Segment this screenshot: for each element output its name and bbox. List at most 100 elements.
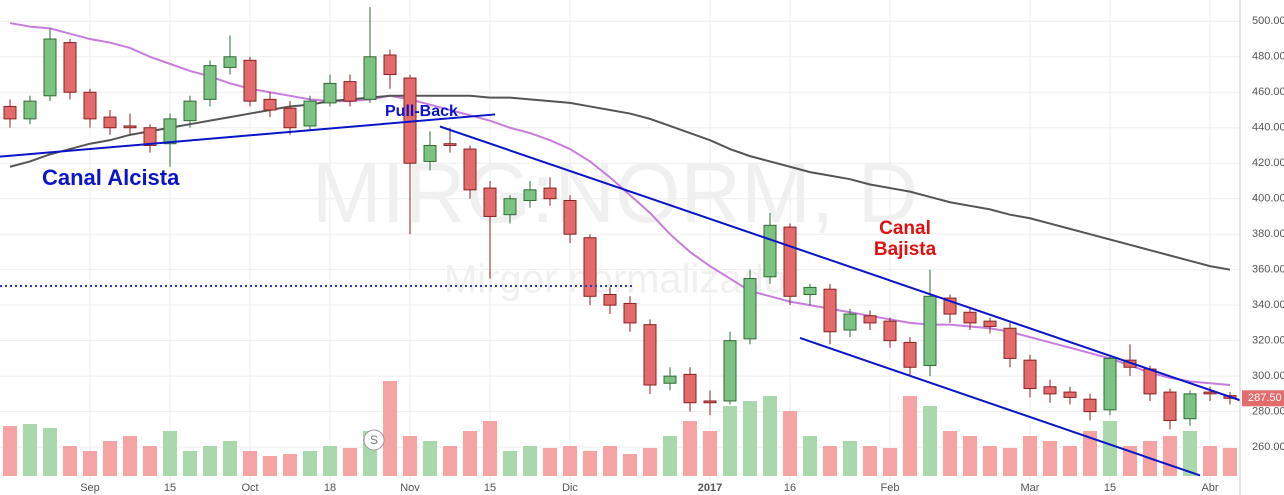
volume-bar [1103,421,1117,476]
volume-bar [1203,446,1217,476]
x-tick-label: Abr [1201,482,1218,494]
candle-body [143,127,157,146]
y-tick-label: 380.00 [1252,228,1284,240]
candle-body [443,143,457,146]
candle-body [1103,357,1117,411]
volume-bar [643,448,657,476]
annotation: Pull-Back [385,103,458,120]
candle-body [623,302,637,324]
volume-bar [863,446,877,476]
event-marker[interactable] [363,429,385,451]
candle-body [583,237,597,297]
volume-bar [343,448,357,476]
trend-line [799,337,1201,477]
x-tick-label: Dic [562,482,578,494]
volume-bar [1183,431,1197,476]
volume-bar [963,436,977,476]
candle-body [423,144,437,162]
candle-body [503,198,517,216]
volume-bar [943,431,957,476]
y-tick-label: 460.00 [1252,86,1284,98]
candle-body [263,98,277,111]
x-tick-label: 18 [324,482,336,494]
volume-bar [263,456,277,476]
candle-body [123,125,137,129]
volume-bar [83,451,97,476]
candle-body [923,295,937,366]
volume-bar [563,446,577,476]
y-tick-label: 320.00 [1252,335,1284,347]
candle-body [1083,398,1097,413]
volume-bar [843,441,857,476]
candle-body [83,91,97,120]
candle-body [343,81,357,102]
volume-bar [103,441,117,476]
candle-body [683,373,697,404]
candle-body [363,56,377,100]
x-tick-label: 15 [484,482,496,494]
annotation: Canal Alcista [42,165,180,190]
candle-body [1183,393,1197,420]
volume-layer [3,381,1237,476]
volume-bar [163,431,177,476]
candle-body [863,315,877,324]
candle-body [603,294,617,306]
volume-bar [43,428,57,476]
volume-bar [1163,436,1177,476]
y-tick-label: 300.00 [1252,370,1284,382]
candle-body [1043,386,1057,395]
candle-body [383,54,397,76]
candle-body [483,187,497,217]
candle-body [803,286,817,296]
candle-body [323,82,337,104]
candle-body [303,100,317,127]
last-price-label: 287.50 [1248,392,1282,404]
volume-bar [283,454,297,476]
x-tick-label: Sep [80,482,100,494]
volume-bar [243,451,257,476]
candle-body [543,187,557,200]
candle-body [743,278,757,340]
candle-body [723,340,737,402]
volume-bar [763,396,777,476]
y-tick-label: 400.00 [1252,193,1284,205]
x-tick-label: Oct [241,482,258,494]
trend-line [439,125,1241,402]
candle-body [243,59,257,102]
y-tick-label: 340.00 [1252,299,1284,311]
volume-bar [1003,448,1017,476]
candle-body [643,324,657,386]
y-tick-label: 480.00 [1252,51,1284,63]
candle-body [663,375,677,384]
y-tick-label: 500.00 [1252,15,1284,27]
candle-body [843,313,857,331]
volume-bar [143,446,157,476]
trend-layer [0,113,1241,477]
candle-body [23,100,37,120]
volume-bar [803,436,817,476]
x-tick-label: Nov [400,482,420,494]
volume-bar [703,431,717,476]
candle-body [3,105,17,120]
volume-bar [523,446,537,476]
volume-bar [723,406,737,476]
x-tick-label: 16 [784,482,796,494]
volume-bar [323,446,337,476]
y-tick-label: 420.00 [1252,157,1284,169]
last-price-tag [1242,390,1284,407]
candle-body [163,118,177,145]
volume-bar [923,406,937,476]
candle-body [283,107,297,129]
candle-body [783,226,797,297]
volume-bar [1223,448,1237,476]
volume-bar [1043,441,1057,476]
y-tick-label: 360.00 [1252,264,1284,276]
candle-body [983,320,997,327]
candle-body [1063,391,1077,398]
event-marker-label[interactable]: S [370,433,378,447]
x-tick-label: Feb [881,482,900,494]
watermark: MIRG:NORM, D [312,146,919,240]
volume-bar [483,421,497,476]
